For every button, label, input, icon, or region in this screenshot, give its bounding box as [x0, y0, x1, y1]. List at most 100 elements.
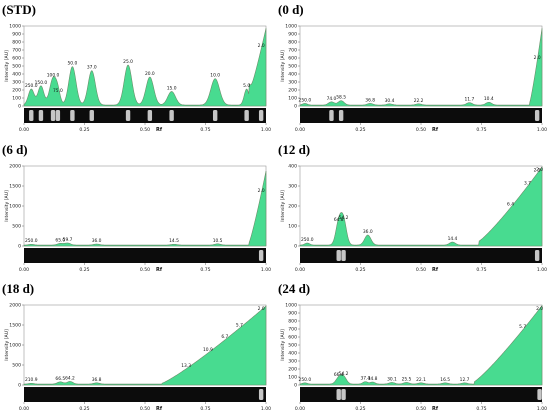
- gel-lane: [300, 108, 542, 123]
- y-tick-label: 300: [288, 184, 297, 190]
- peak-label: 210.9: [25, 377, 38, 383]
- gel-band: [70, 110, 75, 121]
- plot-frame: [23, 165, 267, 247]
- x-tick-label: 0.75: [476, 406, 486, 412]
- y-tick-label: 500: [288, 343, 297, 349]
- y-tick-label: 300: [288, 80, 297, 86]
- lane-chart: 0 100 200 300 400 500 600 700 800 900 1000 Intensit…: [280, 303, 547, 412]
- x-tick-label: 0.25: [355, 267, 365, 273]
- y-tick-label: 800: [288, 40, 297, 46]
- x-tick-label: 0.50: [416, 267, 426, 273]
- peak-label: 250.0: [299, 97, 312, 103]
- gel-band: [125, 110, 131, 121]
- peak-label: 25.0: [123, 59, 133, 65]
- peak-label: 250.0: [299, 377, 312, 383]
- gel-band: [89, 110, 94, 121]
- peak-label: 250.0: [25, 83, 38, 89]
- y-tick-label: 400: [288, 72, 297, 78]
- peak-label: 37.4: [360, 376, 370, 382]
- y-tick-label: 100: [288, 375, 297, 381]
- panel-18d: (18 d) 0 500 1000 1500 2000 Intensity [AU] 210…: [2, 281, 272, 417]
- x-tick-label: 0.50: [416, 127, 426, 133]
- y-tick-label: 900: [288, 311, 297, 317]
- density-profile: [23, 28, 267, 107]
- x-axis-label: Rf: [432, 127, 439, 133]
- gel-lane: [24, 248, 266, 263]
- x-axis-label: Rf: [156, 267, 163, 273]
- gel-band: [147, 110, 153, 121]
- panel-0d: (0 d) 0 100 200 300 400 500 600 700 800 900 1000 In…: [278, 2, 548, 138]
- peak-label: 64.8: [334, 217, 344, 223]
- peak-label: 59.7: [63, 237, 73, 243]
- peak-label: 54.2: [339, 371, 349, 377]
- peak-label: 12.7: [460, 377, 470, 383]
- peak-label: 75.0: [53, 88, 63, 94]
- x-axis-label: Rf: [156, 127, 163, 133]
- gel-band: [534, 110, 540, 121]
- x-tick-label: 1.00: [537, 267, 547, 273]
- y-tick-label: 100: [12, 96, 21, 102]
- panel-6d: (6 d) 0 500 1000 1500 2000 Intensity [AU] 250.…: [2, 142, 272, 278]
- y-axis-label: Intensity [AU]: [280, 329, 286, 361]
- x-tick-label: 0.25: [355, 406, 365, 412]
- peak-label: 100.0: [47, 73, 60, 79]
- peak-label: 14.4: [448, 236, 458, 242]
- density-profile: [23, 305, 267, 386]
- y-tick-label: 200: [12, 88, 21, 94]
- gel-lane: [300, 248, 542, 263]
- x-tick-label: 0.00: [19, 267, 29, 273]
- plot-frame: [299, 25, 543, 107]
- x-tick-label: 0.75: [200, 406, 210, 412]
- x-tick-label: 0.25: [79, 406, 89, 412]
- peak-label: 20.0: [145, 71, 155, 77]
- y-tick-label: 1000: [9, 343, 21, 349]
- y-tick-label: 400: [288, 164, 297, 170]
- x-tick-label: 0.25: [79, 267, 89, 273]
- gel-band: [537, 389, 542, 400]
- gel-band: [258, 110, 264, 121]
- x-tick-label: 0.00: [295, 267, 305, 273]
- y-tick-label: 0: [294, 104, 297, 110]
- x-tick-label: 0.25: [79, 127, 89, 133]
- gel-band: [29, 110, 34, 121]
- peak-label: 64.2: [65, 375, 75, 381]
- y-tick-label: 1000: [285, 303, 297, 309]
- panel-title: (24 d): [278, 281, 311, 296]
- panel-title: (6 d): [2, 142, 28, 157]
- x-axis-label: Rf: [432, 267, 439, 273]
- peak-label: 34.8: [368, 376, 378, 382]
- peak-label: 16.5: [440, 377, 450, 383]
- peak-label: 2.5: [534, 168, 541, 174]
- y-tick-label: 800: [288, 319, 297, 325]
- y-tick-label: 1000: [9, 24, 21, 30]
- peak-label: 37.0: [87, 65, 97, 71]
- gel-lane: [300, 387, 542, 402]
- peak-label: 250.0: [301, 237, 314, 243]
- y-tick-label: 600: [12, 56, 21, 62]
- y-tick-label: 1500: [9, 184, 21, 190]
- peak-label: 36.0: [92, 238, 102, 244]
- lane-chart: 0 500 1000 1500 2000 Intensity [AU] 250.0 65.05…: [4, 164, 271, 273]
- peak-label: 22.2: [414, 98, 424, 104]
- peak-label: 10.0: [210, 73, 220, 79]
- peak-label: 54.2: [339, 215, 349, 221]
- y-tick-label: 500: [12, 363, 21, 369]
- peak-label: 6.7: [221, 334, 228, 340]
- lane-chart: 0 100 200 300 400 Intensity [AU] 250.0 64.854.2…: [280, 164, 547, 273]
- peak-label: 250.0: [25, 238, 38, 244]
- peak-label: 2.0: [258, 188, 265, 194]
- gel-band: [338, 110, 344, 121]
- y-axis-label: Intensity [AU]: [4, 190, 10, 222]
- panel-std: (STD) 0 100 200 300 400 500 600 700 800 900 1000 In…: [2, 2, 272, 138]
- y-tick-label: 500: [12, 224, 21, 230]
- y-tick-label: 0: [18, 104, 21, 110]
- panel-title: (0 d): [278, 2, 304, 17]
- gel-band: [258, 250, 264, 261]
- gel-band: [341, 250, 346, 261]
- peak-label: 5.7: [236, 322, 243, 328]
- gel-band: [336, 389, 341, 400]
- peak-label: 2.0: [536, 167, 543, 173]
- gel-lane: [24, 387, 266, 402]
- y-tick-label: 500: [12, 64, 21, 70]
- y-tick-label: 1500: [9, 323, 21, 329]
